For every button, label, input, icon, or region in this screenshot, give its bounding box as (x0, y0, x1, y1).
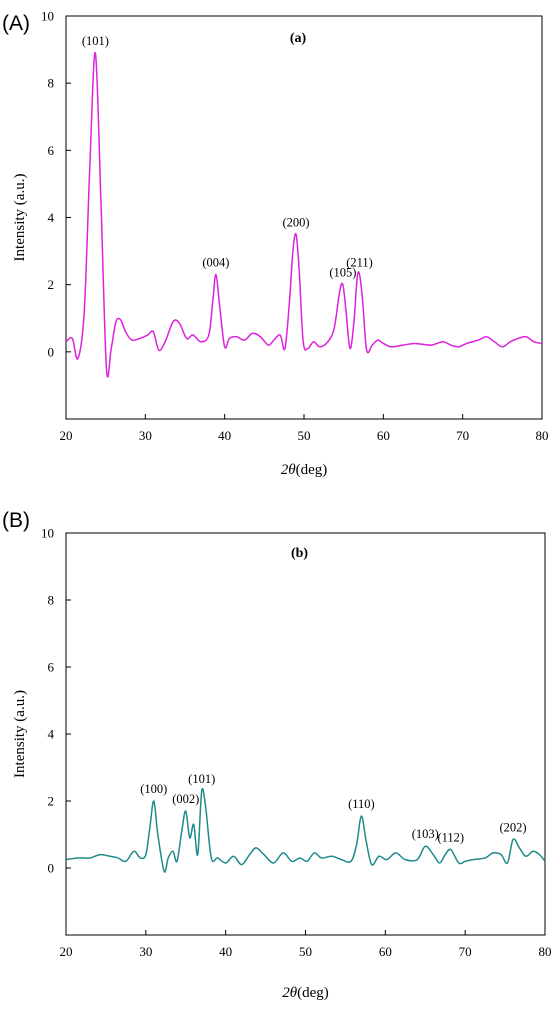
x-axis-unit: (deg) (296, 462, 328, 478)
chart-title: (a) (290, 31, 307, 46)
chart-title: (b) (291, 546, 308, 561)
peak-label: (202) (500, 821, 527, 835)
x-axis-unit: (deg) (297, 985, 329, 1001)
peak-label: (101) (82, 34, 109, 48)
peak-label: (200) (283, 215, 310, 229)
x-tick-label: 70 (459, 944, 472, 959)
y-tick-label: 0 (48, 861, 55, 876)
y-tick-label: 4 (48, 210, 55, 225)
y-tick-label: 8 (48, 593, 55, 608)
xrd-pattern-line (65, 787, 546, 873)
peak-label: (110) (348, 797, 375, 811)
y-axis-title: Intensity (a.u.) (12, 690, 28, 778)
y-tick-label: 10 (41, 9, 54, 24)
x-tick-label: 80 (539, 944, 552, 959)
y-axis-title: Intensity (a.u.) (12, 174, 28, 262)
x-tick-label: 20 (60, 944, 73, 959)
xrd-pattern-line (65, 52, 543, 378)
chart-a: (A) (a) 20 30 40 50 60 70 80 0 2 4 6 8 10 Intensity (a.… (2, 9, 549, 479)
x-tick-label: 60 (377, 428, 390, 443)
x-axis-title: 2θ(deg) (281, 462, 328, 478)
y-tick-label: 2 (48, 794, 55, 809)
peak-label: (211) (346, 256, 373, 270)
y-tick-label: 8 (48, 76, 55, 91)
y-tick-label: 0 (48, 344, 55, 359)
y-tick-label: 2 (48, 277, 55, 292)
x-tick-label: 20 (60, 428, 73, 443)
y-tick-label: 4 (48, 727, 55, 742)
x-tick-label: 60 (379, 944, 392, 959)
x-axis-symbol: 2θ (281, 462, 297, 478)
y-tick-label: 10 (41, 526, 54, 541)
peak-label: (002) (172, 792, 199, 806)
peak-label: (112) (437, 831, 464, 845)
x-axis-title: 2θ(deg) (282, 985, 329, 1001)
panel-letter: (A) (2, 12, 30, 35)
peak-label: (101) (188, 772, 215, 786)
peak-label: (103) (412, 827, 439, 841)
x-tick-label: 30 (139, 944, 152, 959)
plot-frame (65, 532, 546, 936)
x-tick-label: 80 (536, 428, 549, 443)
y-tick-label: 6 (48, 660, 55, 675)
chart-b: (B) (b) 20 30 40 50 60 70 80 0 2 4 6 8 10 Intensity (a.… (2, 509, 552, 1001)
y-tick-label: 6 (48, 143, 55, 158)
x-tick-label: 40 (218, 428, 231, 443)
x-tick-label: 70 (456, 428, 469, 443)
x-tick-label: 50 (299, 944, 312, 959)
x-tick-label: 50 (298, 428, 311, 443)
peak-label: (105) (329, 266, 356, 280)
x-tick-label: 40 (219, 944, 232, 959)
peak-label: (100) (140, 782, 167, 796)
peak-label: (004) (202, 256, 229, 270)
x-tick-label: 30 (139, 428, 152, 443)
panel-letter: (B) (2, 509, 30, 532)
x-axis-symbol: 2θ (282, 985, 298, 1001)
